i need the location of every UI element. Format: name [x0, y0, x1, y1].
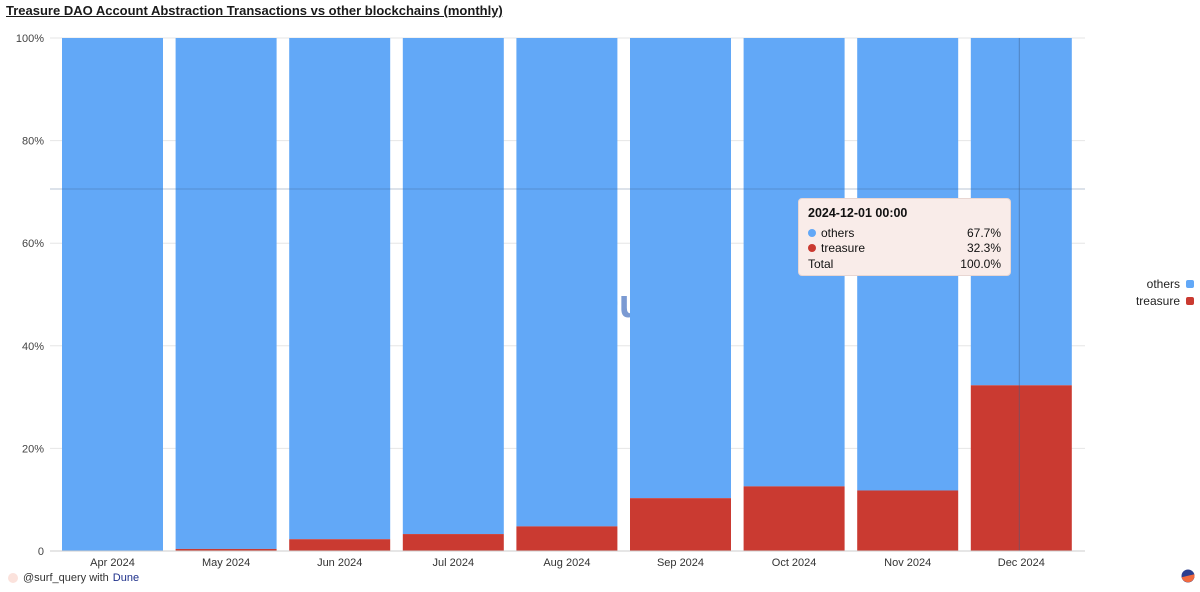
x-tick-label: Dec 2024: [998, 557, 1045, 569]
x-tick-label: Oct 2024: [772, 557, 817, 569]
footer-handle: @surf_query with: [23, 572, 109, 584]
x-tick-label: Jul 2024: [433, 557, 475, 569]
chart-title: Treasure DAO Account Abstraction Transac…: [6, 3, 503, 18]
user-avatar-icon: [8, 573, 18, 583]
x-tick-label: Sep 2024: [657, 557, 704, 569]
x-tick-label: Nov 2024: [884, 557, 931, 569]
tooltip-date: 2024-12-01 00:00: [808, 206, 908, 220]
y-tick-label: 40%: [22, 341, 44, 353]
tooltip-value: 67.7%: [966, 225, 1001, 240]
bar-treasure: [743, 486, 845, 551]
tooltip-row-treasure: treasure 32.3%: [808, 241, 1001, 257]
tooltip-value: 100.0%: [960, 256, 1001, 271]
x-tick-label: Aug 2024: [543, 557, 590, 569]
bar-others: [62, 38, 163, 551]
footer-attribution: @surf_query with Dune: [8, 572, 139, 584]
bar-others: [175, 38, 277, 549]
chart-legend: others treasure: [1136, 275, 1194, 309]
others-swatch-icon: [1186, 279, 1194, 288]
bar-others: [289, 38, 391, 540]
tooltip-row-others: others 67.7%: [808, 225, 1001, 241]
legend-item-treasure[interactable]: treasure: [1136, 292, 1194, 309]
tooltip-value: 32.3%: [966, 241, 1001, 256]
bar-treasure: [630, 498, 731, 551]
bar-treasure: [857, 490, 959, 551]
others-dot-icon: [808, 228, 816, 237]
y-tick-label: 60%: [22, 238, 44, 250]
x-tick-label: Jun 2024: [317, 557, 362, 569]
tooltip-label: others: [821, 225, 855, 240]
x-tick-label: Apr 2024: [90, 557, 135, 569]
treasure-dot-icon: [808, 244, 816, 253]
legend-label: others: [1146, 276, 1180, 291]
bar-others: [630, 38, 731, 499]
tooltip-label: Total: [808, 256, 834, 271]
y-tick-label: 0: [38, 546, 44, 558]
y-tick-label: 20%: [22, 443, 44, 455]
treasure-swatch-icon: [1186, 296, 1194, 305]
bar-others: [516, 38, 618, 527]
tooltip-row-total: Total 100.0%: [808, 256, 1001, 272]
y-tick-label: 80%: [22, 136, 44, 148]
bar-treasure: [970, 385, 1072, 551]
bar-others: [402, 38, 504, 535]
y-tick-label: 100%: [16, 33, 44, 45]
bar-treasure: [402, 534, 504, 551]
x-tick-label: May 2024: [202, 557, 250, 569]
dune-logo-icon[interactable]: [1181, 569, 1195, 583]
bar-treasure: [516, 526, 618, 551]
footer-brand-link[interactable]: Dune: [112, 572, 140, 584]
legend-item-others[interactable]: others: [1136, 275, 1194, 292]
hover-tooltip: 2024-12-01 00:00 others 67.7% treasure 3…: [798, 198, 1011, 276]
bar-treasure: [289, 539, 391, 551]
legend-label: treasure: [1135, 293, 1180, 308]
bar-treasure: [175, 548, 277, 551]
tooltip-label: treasure: [821, 241, 866, 256]
